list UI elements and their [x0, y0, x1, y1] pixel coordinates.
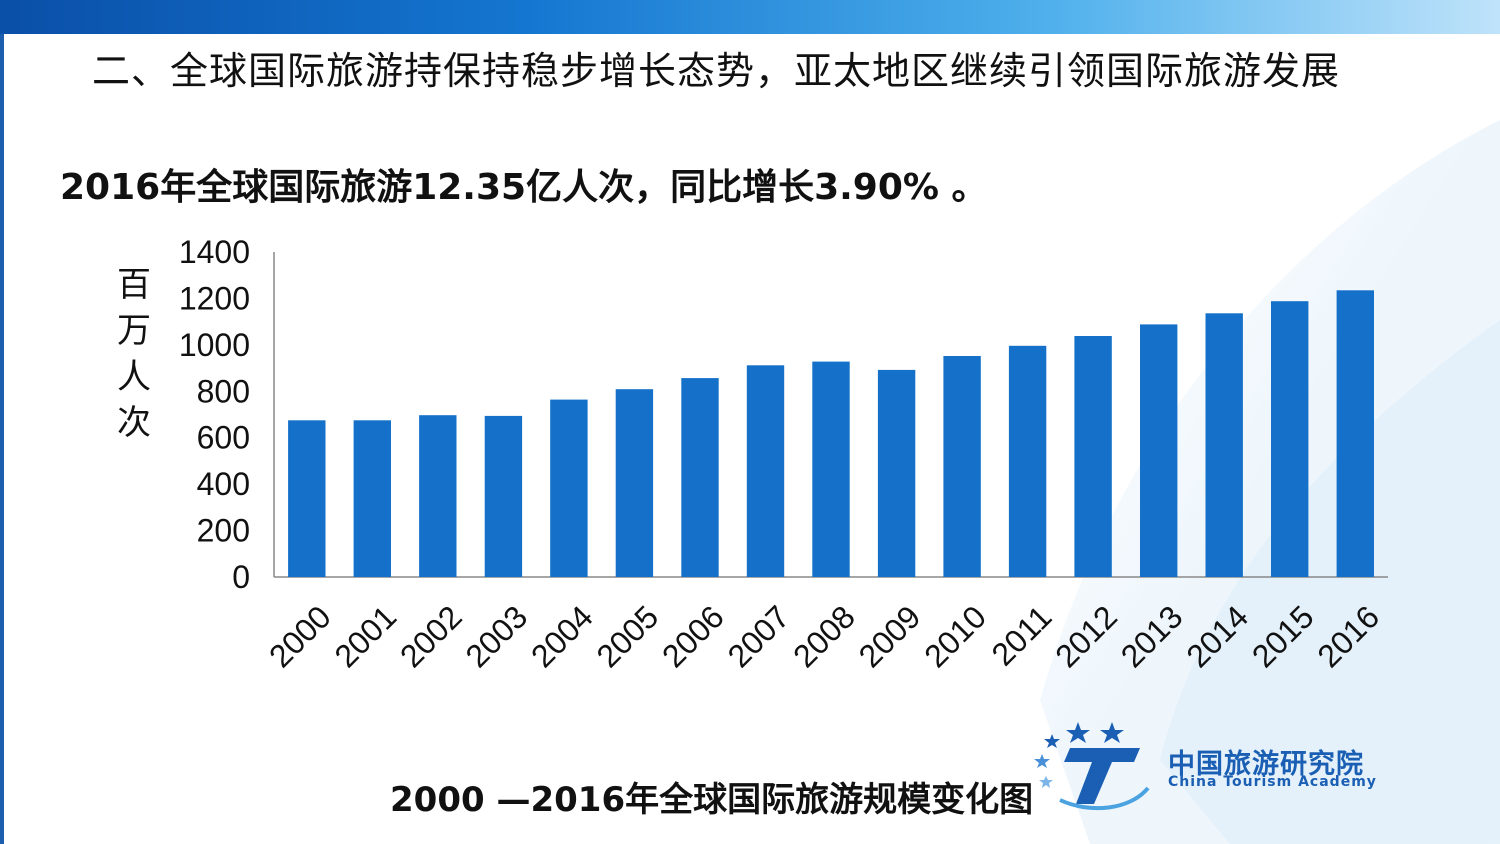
bar: [1271, 301, 1309, 577]
bar: [419, 415, 457, 577]
bar: [1140, 324, 1178, 577]
slide-title: 二、全球国际旅游持保持稳步增长态势，亚太地区继续引领国际旅游发展: [92, 49, 1341, 93]
bar: [1336, 290, 1374, 577]
bar: [1074, 336, 1112, 577]
y-tick-label: 600: [197, 420, 250, 456]
x-tick-label: 2016: [1310, 598, 1386, 674]
y-unit-char: 百: [117, 265, 151, 305]
bar: [943, 356, 981, 577]
bar: [550, 399, 588, 577]
top-banner: [0, 0, 1500, 34]
x-tick-label: 2004: [524, 598, 600, 674]
x-tick-label: 2013: [1114, 598, 1190, 674]
chart-caption: 2000 —2016年全球国际旅游规模变化图: [390, 780, 1034, 820]
y-unit-char: 次: [117, 403, 151, 443]
logo-name-cn: 中国旅游研究院: [1168, 749, 1364, 780]
x-tick-label: 2011: [984, 598, 1058, 672]
y-tick-label: 800: [197, 373, 250, 409]
y-tick-label: 1200: [179, 280, 250, 316]
bar: [877, 369, 916, 577]
y-unit-char: 万: [117, 311, 151, 351]
x-tick-label: 2005: [590, 598, 666, 674]
y-axis-unit-label: 百 万 人 次: [114, 262, 154, 446]
left-edge-bar: [0, 34, 4, 844]
bar: [484, 415, 523, 577]
bar: [288, 420, 326, 577]
bar: [1008, 345, 1047, 577]
bar: [812, 361, 850, 577]
x-tick-label: 2008: [786, 598, 862, 674]
x-tick-label: 2007: [721, 598, 797, 674]
x-tick-label: 2009: [852, 598, 928, 674]
x-tick-label: 2000: [262, 598, 338, 674]
bar: [353, 420, 391, 577]
x-tick-label: 2010: [917, 598, 993, 674]
x-tick-label: 2014: [1179, 598, 1255, 674]
bar: [746, 365, 785, 577]
x-tick-label: 2012: [1048, 598, 1124, 674]
y-tick-label: 1000: [179, 327, 250, 363]
bar: [1205, 313, 1243, 577]
bar: [681, 378, 719, 577]
y-tick-label: 0: [232, 559, 250, 595]
logo-name-en: China Tourism Academy: [1168, 774, 1377, 790]
y-tick-label: 400: [197, 466, 250, 502]
summary-statement: 2016年全球国际旅游12.35亿人次，同比增长3.90% 。: [60, 167, 988, 208]
y-unit-char: 人: [117, 357, 151, 397]
y-tick-label: 200: [197, 513, 250, 549]
x-tick-label: 2006: [655, 598, 731, 674]
logo-mark-icon: [1034, 722, 1150, 811]
logo: 中国旅游研究院 China Tourism Academy: [1030, 718, 1430, 818]
x-tick-label: 2003: [459, 598, 535, 674]
x-tick-label: 2001: [327, 598, 403, 674]
bar: [615, 389, 654, 577]
x-tick-label: 2002: [393, 598, 469, 674]
y-tick-label: 1400: [179, 234, 250, 270]
x-tick-label: 2015: [1245, 598, 1321, 674]
